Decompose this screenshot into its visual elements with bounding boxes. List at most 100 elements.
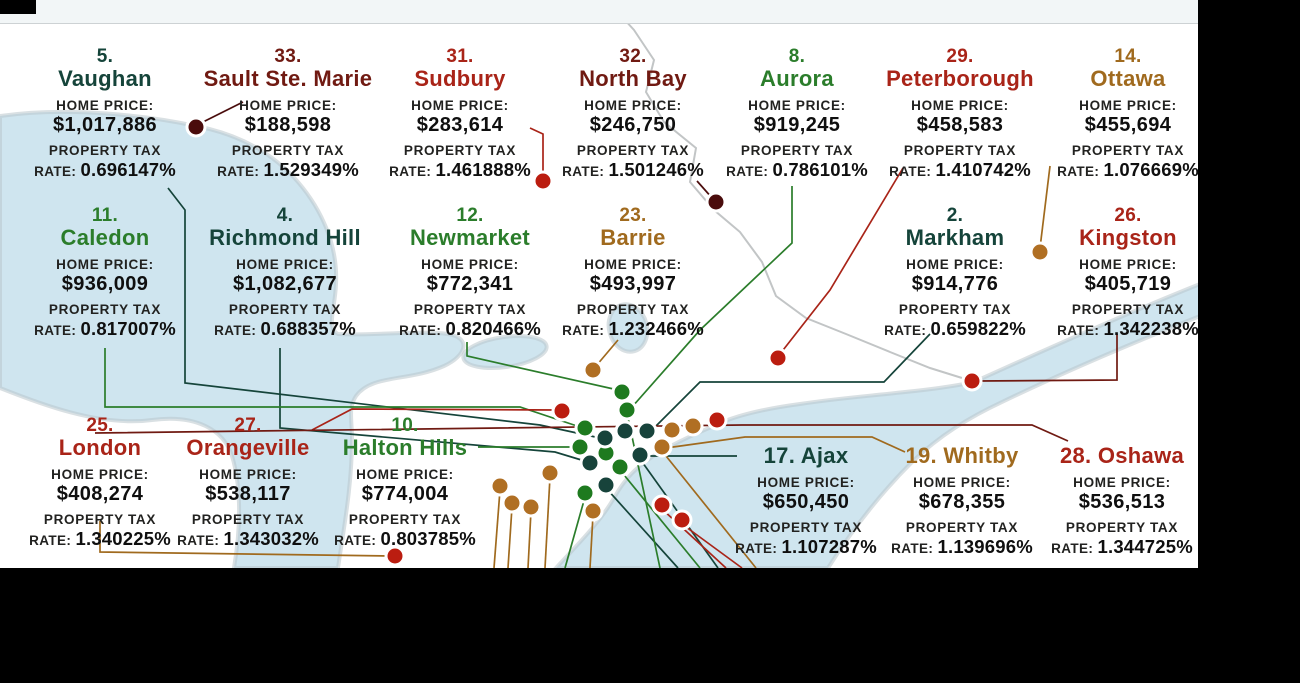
- city-rank: 32.: [619, 46, 647, 67]
- home-price-value: $678,355: [918, 491, 1006, 513]
- rate-label: RATE:: [562, 323, 609, 338]
- city-dots-layer: [185, 116, 1051, 567]
- city-dot: [532, 170, 554, 192]
- rate-value: 1.340225%: [75, 528, 171, 549]
- city-name: London: [58, 435, 142, 460]
- property-tax-label: PROPERTY TAX: [898, 302, 1012, 317]
- rate-value: 1.410742%: [935, 159, 1031, 180]
- tax-rate-line: RATE: 1.076669%: [1023, 159, 1233, 182]
- leader-line: [631, 186, 793, 408]
- top-left-corner-block: [0, 0, 36, 14]
- home-price-value: $536,513: [1078, 491, 1166, 513]
- city-dot: [539, 462, 561, 484]
- leader-line: [279, 348, 589, 463]
- city-rank: 11.: [91, 205, 119, 226]
- city-card--ajax: 17. Ajax HOME PRICE: $650,450 PROPERTY TAX R…: [701, 444, 911, 559]
- home-price-value: $1,017,886: [52, 114, 158, 136]
- rate-value: 1.232466%: [608, 318, 704, 339]
- home-price-value: $650,450: [762, 491, 850, 513]
- rate-label: RATE:: [1057, 323, 1104, 338]
- city-dot: [520, 496, 542, 518]
- city-card-markham: 2. Markham HOME PRICE: $914,776 PROPERTY TAX…: [850, 205, 1060, 341]
- rate-label: RATE:: [726, 164, 773, 179]
- city-dot: [595, 474, 617, 496]
- bottom-black-bar: [0, 568, 1300, 683]
- tax-rate-line: RATE: 0.803785%: [300, 528, 510, 551]
- city-rank: 23.: [619, 205, 647, 226]
- property-tax-label: PROPERTY TAX: [48, 143, 162, 158]
- property-tax-label: PROPERTY TAX: [191, 512, 305, 527]
- provincial-border-line: [611, 5, 963, 379]
- rate-value: 1.107287%: [781, 536, 877, 557]
- city-rank: 5.: [96, 46, 114, 67]
- leader-line: [527, 510, 532, 569]
- leader-line: [544, 476, 551, 569]
- tax-rate-line: RATE: 1.461888%: [355, 159, 565, 182]
- leader-line: [99, 521, 391, 557]
- city-name: 28. Oshawa: [1059, 443, 1185, 468]
- rate-value: 1.344725%: [1097, 536, 1193, 557]
- city-card-london: 25. London HOME PRICE: $408,274 PROPERTY TAX…: [0, 415, 205, 551]
- city-card-sudbury: 31. Sudbury HOME PRICE: $283,614 PROPERTY TA…: [355, 46, 565, 182]
- city-rank: 8.: [788, 46, 806, 67]
- city-card-richmond-hill: 4. Richmond Hill HOME PRICE: $1,082,677 PROP…: [180, 205, 390, 341]
- city-dot: [706, 409, 728, 431]
- rate-label: RATE:: [214, 323, 261, 338]
- city-card-halton-hills: 10. Halton Hills HOME PRICE: $774,004 PROPER…: [300, 415, 510, 551]
- home-price-value: $405,719: [1084, 273, 1172, 295]
- home-price-label: HOME PRICE:: [911, 98, 1009, 113]
- city-card-ottawa: 14. Ottawa HOME PRICE: $455,694 PROPERTY TAX…: [1023, 46, 1233, 182]
- city-rank: 31.: [446, 46, 474, 67]
- city-rank: 2.: [946, 205, 964, 226]
- tax-rate-line: RATE: 1.344725%: [1017, 536, 1227, 559]
- city-dot: [574, 417, 596, 439]
- tax-rate-line: RATE: 1.232466%: [528, 318, 738, 341]
- city-dot: [661, 419, 683, 441]
- city-rank: 4.: [276, 205, 294, 226]
- rate-label: RATE:: [29, 533, 76, 548]
- city-dot: [582, 359, 604, 381]
- rate-value: 1.461888%: [435, 159, 531, 180]
- city-dot: [614, 420, 636, 442]
- city-name: Vaughan: [58, 66, 152, 91]
- city-card-caledon: 11. Caledon HOME PRICE: $936,009 PROPERTY TA…: [0, 205, 210, 341]
- city-name: North Bay: [579, 66, 687, 91]
- leader-line: [507, 506, 513, 569]
- rate-label: RATE:: [562, 164, 609, 179]
- leader-line: [1039, 165, 1051, 249]
- city-dot: [384, 545, 406, 567]
- city-dot: [579, 452, 601, 474]
- property-tax-label: PROPERTY TAX: [1071, 302, 1185, 317]
- city-rank: 29.: [946, 46, 974, 67]
- property-tax-label: PROPERTY TAX: [43, 512, 157, 527]
- city-card-kingston: 26. Kingston HOME PRICE: $405,719 PROPERTY T…: [1023, 205, 1233, 341]
- city-name: Markham: [905, 225, 1005, 250]
- leader-line: [466, 342, 619, 391]
- city-dot: [582, 500, 604, 522]
- city-dot: [551, 400, 573, 422]
- city-card-north-bay: 32. North Bay HOME PRICE: $246,750 PROPERTY …: [528, 46, 738, 182]
- property-tax-label: PROPERTY TAX: [905, 520, 1019, 535]
- leader-lines-layer: [94, 101, 1118, 569]
- home-price-label: HOME PRICE:: [56, 98, 154, 113]
- home-price-label: HOME PRICE:: [356, 467, 454, 482]
- property-tax-label: PROPERTY TAX: [740, 143, 854, 158]
- property-tax-label: PROPERTY TAX: [413, 302, 527, 317]
- rate-label: RATE:: [389, 164, 436, 179]
- city-dot: [651, 494, 673, 516]
- city-name: Peterborough: [886, 66, 1034, 91]
- tax-rate-line: RATE: 1.342238%: [1023, 318, 1233, 341]
- rate-value: 1.139696%: [937, 536, 1033, 557]
- home-price-label: HOME PRICE:: [906, 257, 1004, 272]
- city-dot: [629, 444, 651, 466]
- rate-value: 0.659822%: [930, 318, 1026, 339]
- property-tax-label: PROPERTY TAX: [228, 302, 342, 317]
- tax-rate-line: RATE: 0.696147%: [0, 159, 210, 182]
- tax-rate-line: RATE: 1.343032%: [143, 528, 353, 551]
- tax-rate-line: RATE: 1.410742%: [855, 159, 1065, 182]
- property-tax-label: PROPERTY TAX: [1071, 143, 1185, 158]
- city-dot: [501, 492, 523, 514]
- city-dot: [636, 420, 658, 442]
- rate-label: RATE:: [217, 164, 264, 179]
